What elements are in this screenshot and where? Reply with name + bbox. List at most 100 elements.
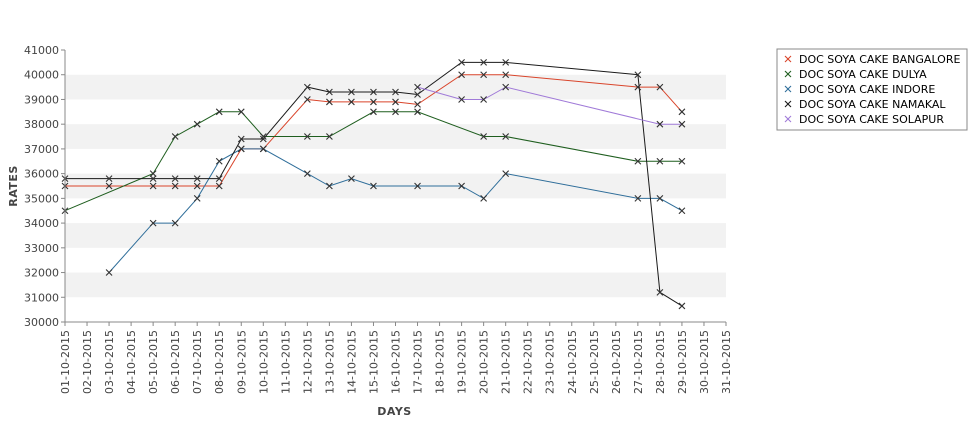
data-point <box>193 194 201 202</box>
data-point <box>193 120 201 128</box>
data-point <box>678 207 686 215</box>
data-point <box>502 133 510 140</box>
data-point <box>105 182 113 190</box>
x-tick-label: 25-10-2015 <box>588 330 601 394</box>
series-line-2 <box>108 148 683 273</box>
grid-band <box>65 74 726 100</box>
data-point <box>149 182 157 190</box>
data-point <box>414 108 421 116</box>
legend-marker <box>784 85 792 93</box>
data-point <box>348 98 355 106</box>
data-point <box>370 88 377 96</box>
data-point <box>171 182 179 190</box>
x-tick-label: 03-10-2015 <box>103 330 116 394</box>
legend-item: DOC SOYA CAKE SOLAPUR <box>784 113 944 126</box>
data-point <box>149 170 157 178</box>
data-point <box>414 101 421 108</box>
y-tick-label: 36000 <box>24 168 59 181</box>
data-point <box>656 120 664 128</box>
legend-marker <box>784 55 792 63</box>
data-point <box>105 269 113 276</box>
legend-label: DOC SOYA CAKE DULYA <box>799 68 927 81</box>
x-tick-label: 01-10-2015 <box>59 330 72 394</box>
data-point <box>414 83 421 91</box>
x-tick-label: 05-10-2015 <box>147 330 160 394</box>
x-tick-label: 27-10-2015 <box>632 330 645 394</box>
grid-band <box>65 272 726 298</box>
data-point <box>149 175 157 182</box>
y-axis-ticks: 30000 31000 32000 33000 34000 35000 36000 37000… <box>24 44 65 329</box>
data-point <box>634 71 642 79</box>
series-line-3 <box>65 61 683 307</box>
x-tick-label: 02-10-2015 <box>81 330 94 394</box>
y-tick-label: 41000 <box>24 44 59 57</box>
x-axis-title: DAYS <box>377 405 411 418</box>
x-tick-label: 10-10-2015 <box>257 330 270 394</box>
data-point <box>215 108 223 116</box>
legend-box <box>776 48 968 131</box>
data-point <box>259 135 267 143</box>
data-point <box>414 91 421 98</box>
x-tick-label: 12-10-2015 <box>301 330 314 394</box>
data-point <box>634 157 642 165</box>
data-point <box>678 157 686 165</box>
data-point <box>171 219 179 227</box>
data-point <box>392 88 399 96</box>
data-point <box>392 108 399 116</box>
x-tick-label: 07-10-2015 <box>191 330 204 394</box>
x-tick-label: 19-10-2015 <box>456 330 469 394</box>
grid-band <box>65 223 726 248</box>
data-point <box>458 96 465 103</box>
data-point <box>480 58 488 66</box>
data-point <box>171 133 179 140</box>
data-point <box>656 194 664 202</box>
legend-item: DOC SOYA CAKE DULYA <box>784 68 927 81</box>
data-point <box>215 175 223 182</box>
legend: DOC SOYA CAKE BANGALORE DOC SOYA CAKE DUL… <box>776 48 968 131</box>
x-tick-label: 14-10-2015 <box>345 330 358 394</box>
data-point <box>215 157 223 165</box>
data-point <box>634 194 642 202</box>
series-line-4 <box>417 86 682 125</box>
data-point <box>149 219 157 227</box>
legend-label: DOC SOYA CAKE BANGALORE <box>799 53 960 66</box>
series-markers <box>61 58 686 310</box>
data-point <box>348 88 355 96</box>
x-tick-label: 04-10-2015 <box>125 330 138 394</box>
data-point <box>458 71 465 79</box>
x-tick-label: 21-10-2015 <box>500 330 513 394</box>
legend-label: DOC SOYA CAKE NAMAKAL <box>799 98 946 111</box>
data-point <box>259 133 267 140</box>
legend-label: DOC SOYA CAKE SOLAPUR <box>799 113 944 126</box>
x-tick-label: 24-10-2015 <box>566 330 579 394</box>
data-point <box>634 83 642 91</box>
x-tick-label: 13-10-2015 <box>323 330 336 394</box>
data-point <box>105 175 113 182</box>
data-point <box>458 182 465 190</box>
data-point <box>193 182 201 190</box>
legend-label: DOC SOYA CAKE INDORE <box>799 83 935 96</box>
data-point <box>193 175 201 182</box>
y-tick-label: 32000 <box>24 267 59 280</box>
data-point <box>502 71 510 79</box>
y-tick-label: 38000 <box>24 118 59 131</box>
x-tick-label: 08-10-2015 <box>213 330 226 394</box>
x-tick-label: 28-10-2015 <box>654 330 667 394</box>
legend-marker <box>784 70 792 78</box>
data-point <box>678 120 686 128</box>
x-tick-label: 09-10-2015 <box>235 330 248 394</box>
legend-item: DOC SOYA CAKE BANGALORE <box>784 53 960 66</box>
data-point <box>326 98 333 106</box>
data-point <box>171 175 179 182</box>
y-tick-label: 39000 <box>24 93 59 106</box>
data-point <box>326 182 333 190</box>
data-point <box>303 96 311 103</box>
data-point <box>656 288 664 296</box>
x-tick-label: 20-10-2015 <box>478 330 491 394</box>
y-tick-label: 31000 <box>24 291 59 304</box>
data-point <box>656 83 664 91</box>
data-point <box>414 182 421 190</box>
x-tick-label: 30-10-2015 <box>698 330 711 394</box>
data-point <box>458 58 465 66</box>
